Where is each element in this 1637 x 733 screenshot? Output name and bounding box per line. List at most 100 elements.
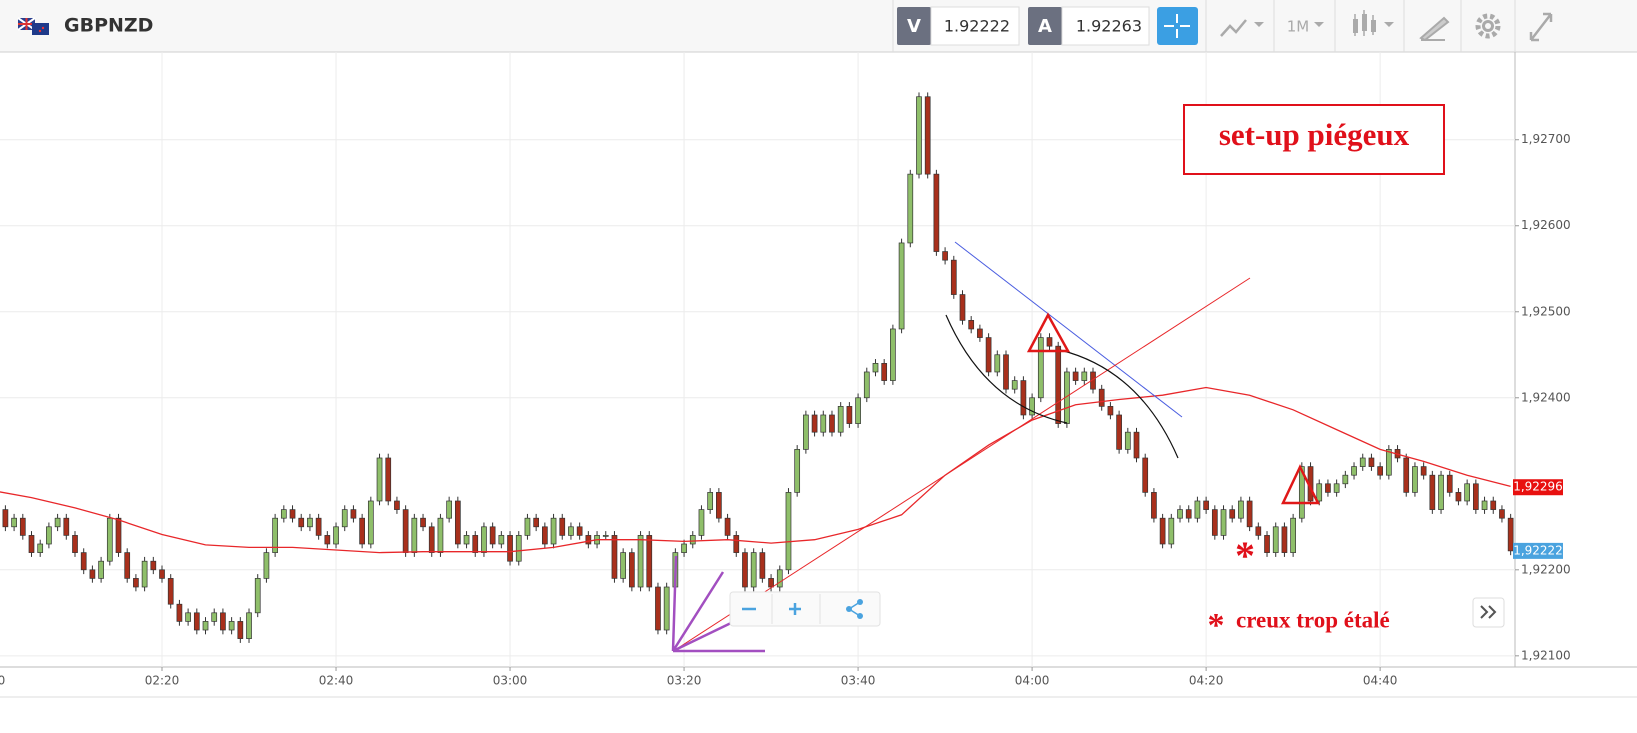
candle-body (89, 569, 96, 579)
plot-area (0, 92, 1514, 643)
candle-body (115, 517, 122, 553)
candle-body (1081, 371, 1088, 381)
buy-button[interactable] (1028, 7, 1062, 45)
crosshair-button[interactable] (1157, 7, 1198, 45)
candle-body (1412, 466, 1418, 493)
candle-body (968, 320, 975, 330)
candle-body (1255, 526, 1262, 536)
candle-body (385, 457, 392, 502)
candle-body (133, 578, 139, 588)
draw-button[interactable] (1419, 16, 1450, 42)
candle-body (124, 552, 131, 579)
candle-body (11, 517, 17, 528)
candle-body (298, 517, 305, 528)
fullscreen-button[interactable] (1529, 12, 1553, 42)
candle-body (63, 517, 70, 536)
candle-body (646, 535, 653, 588)
x-tick-label: 04:20 (1189, 674, 1224, 688)
candle-body (742, 552, 748, 588)
trend-line (954, 241, 1183, 418)
candle-body (1177, 509, 1183, 519)
candle-body (1464, 483, 1470, 502)
candle-body (176, 603, 183, 622)
candle-body (559, 517, 566, 536)
candle-body (367, 500, 374, 545)
candle-body (420, 517, 426, 528)
candle-body (220, 612, 226, 631)
y-tick-label: 1,92700 (1521, 132, 1571, 146)
candle-body (254, 578, 261, 614)
candle-body (820, 414, 827, 433)
candle-body (1072, 371, 1079, 381)
scroll-right-button[interactable] (1472, 597, 1505, 628)
share-button[interactable] (846, 599, 863, 619)
x-tick-label: 04:00 (1015, 674, 1050, 688)
candle-body (80, 552, 87, 571)
candle-body (1472, 483, 1479, 510)
chart-type-button[interactable] (1353, 10, 1394, 36)
candle-body (359, 517, 365, 545)
candle-body (19, 517, 26, 536)
candle-body (428, 526, 435, 553)
price-tag (1513, 542, 1563, 559)
candle-body (716, 492, 722, 519)
x-tick-label: 02:40 (319, 674, 354, 688)
bid-box (930, 6, 1020, 46)
candle-body (1368, 457, 1375, 467)
note-text: creux trop étalé (1236, 607, 1390, 632)
y-tick-label: 1,92500 (1521, 304, 1571, 318)
zoom-in-button[interactable] (789, 603, 801, 615)
note-star: * (1208, 607, 1225, 644)
candle-body (1159, 517, 1166, 545)
candle-body (1090, 371, 1096, 390)
candle-body (1220, 509, 1227, 536)
sell-label[interactable]: V (907, 16, 921, 37)
candle-body (698, 509, 705, 536)
candle-body (959, 294, 966, 321)
candle-body (289, 509, 296, 519)
candle-body (1185, 509, 1192, 519)
timeframe-caret[interactable] (1314, 22, 1324, 27)
buy-label[interactable]: A (1038, 16, 1052, 37)
candle-body (533, 517, 539, 528)
candle-body (1351, 466, 1357, 476)
candle-body (872, 363, 879, 373)
triangle (1281, 464, 1321, 505)
curve (945, 314, 1068, 424)
candle-body (237, 621, 244, 639)
price-tag (1513, 479, 1563, 496)
indicator-button[interactable] (1220, 19, 1264, 37)
y-tick-label: 1,92600 (1521, 218, 1571, 232)
candle-body (950, 259, 957, 295)
candle-body (1342, 474, 1349, 485)
timeframe[interactable]: 1M (1287, 18, 1310, 36)
candle-body (1098, 388, 1105, 407)
candle-body (924, 96, 931, 175)
candle-body (585, 535, 592, 545)
candle-body (280, 509, 287, 519)
candle-body (2, 509, 9, 528)
candle-body (1316, 483, 1323, 502)
candle-body (933, 173, 940, 252)
y-tick-label: 1,92200 (1521, 562, 1571, 576)
candle-body (898, 242, 905, 330)
candle-body (489, 526, 496, 545)
candle-body (1438, 474, 1444, 510)
candle-body (437, 517, 444, 553)
drawings (671, 241, 1321, 653)
sell-button[interactable] (897, 7, 931, 45)
candle-body (341, 509, 348, 528)
candle-body (576, 526, 583, 536)
candle-body (324, 535, 331, 545)
grid (0, 52, 1515, 667)
candle-body (193, 612, 200, 631)
candle-body (185, 612, 191, 622)
arrow-lines (671, 555, 765, 653)
x-tick-label: 03:40 (841, 674, 876, 688)
candle-body (829, 414, 835, 433)
settings-button[interactable] (1475, 13, 1501, 39)
candle-body (794, 449, 801, 493)
candle-body (1499, 509, 1505, 519)
candle-body (994, 354, 1001, 373)
candle-body (515, 535, 522, 562)
